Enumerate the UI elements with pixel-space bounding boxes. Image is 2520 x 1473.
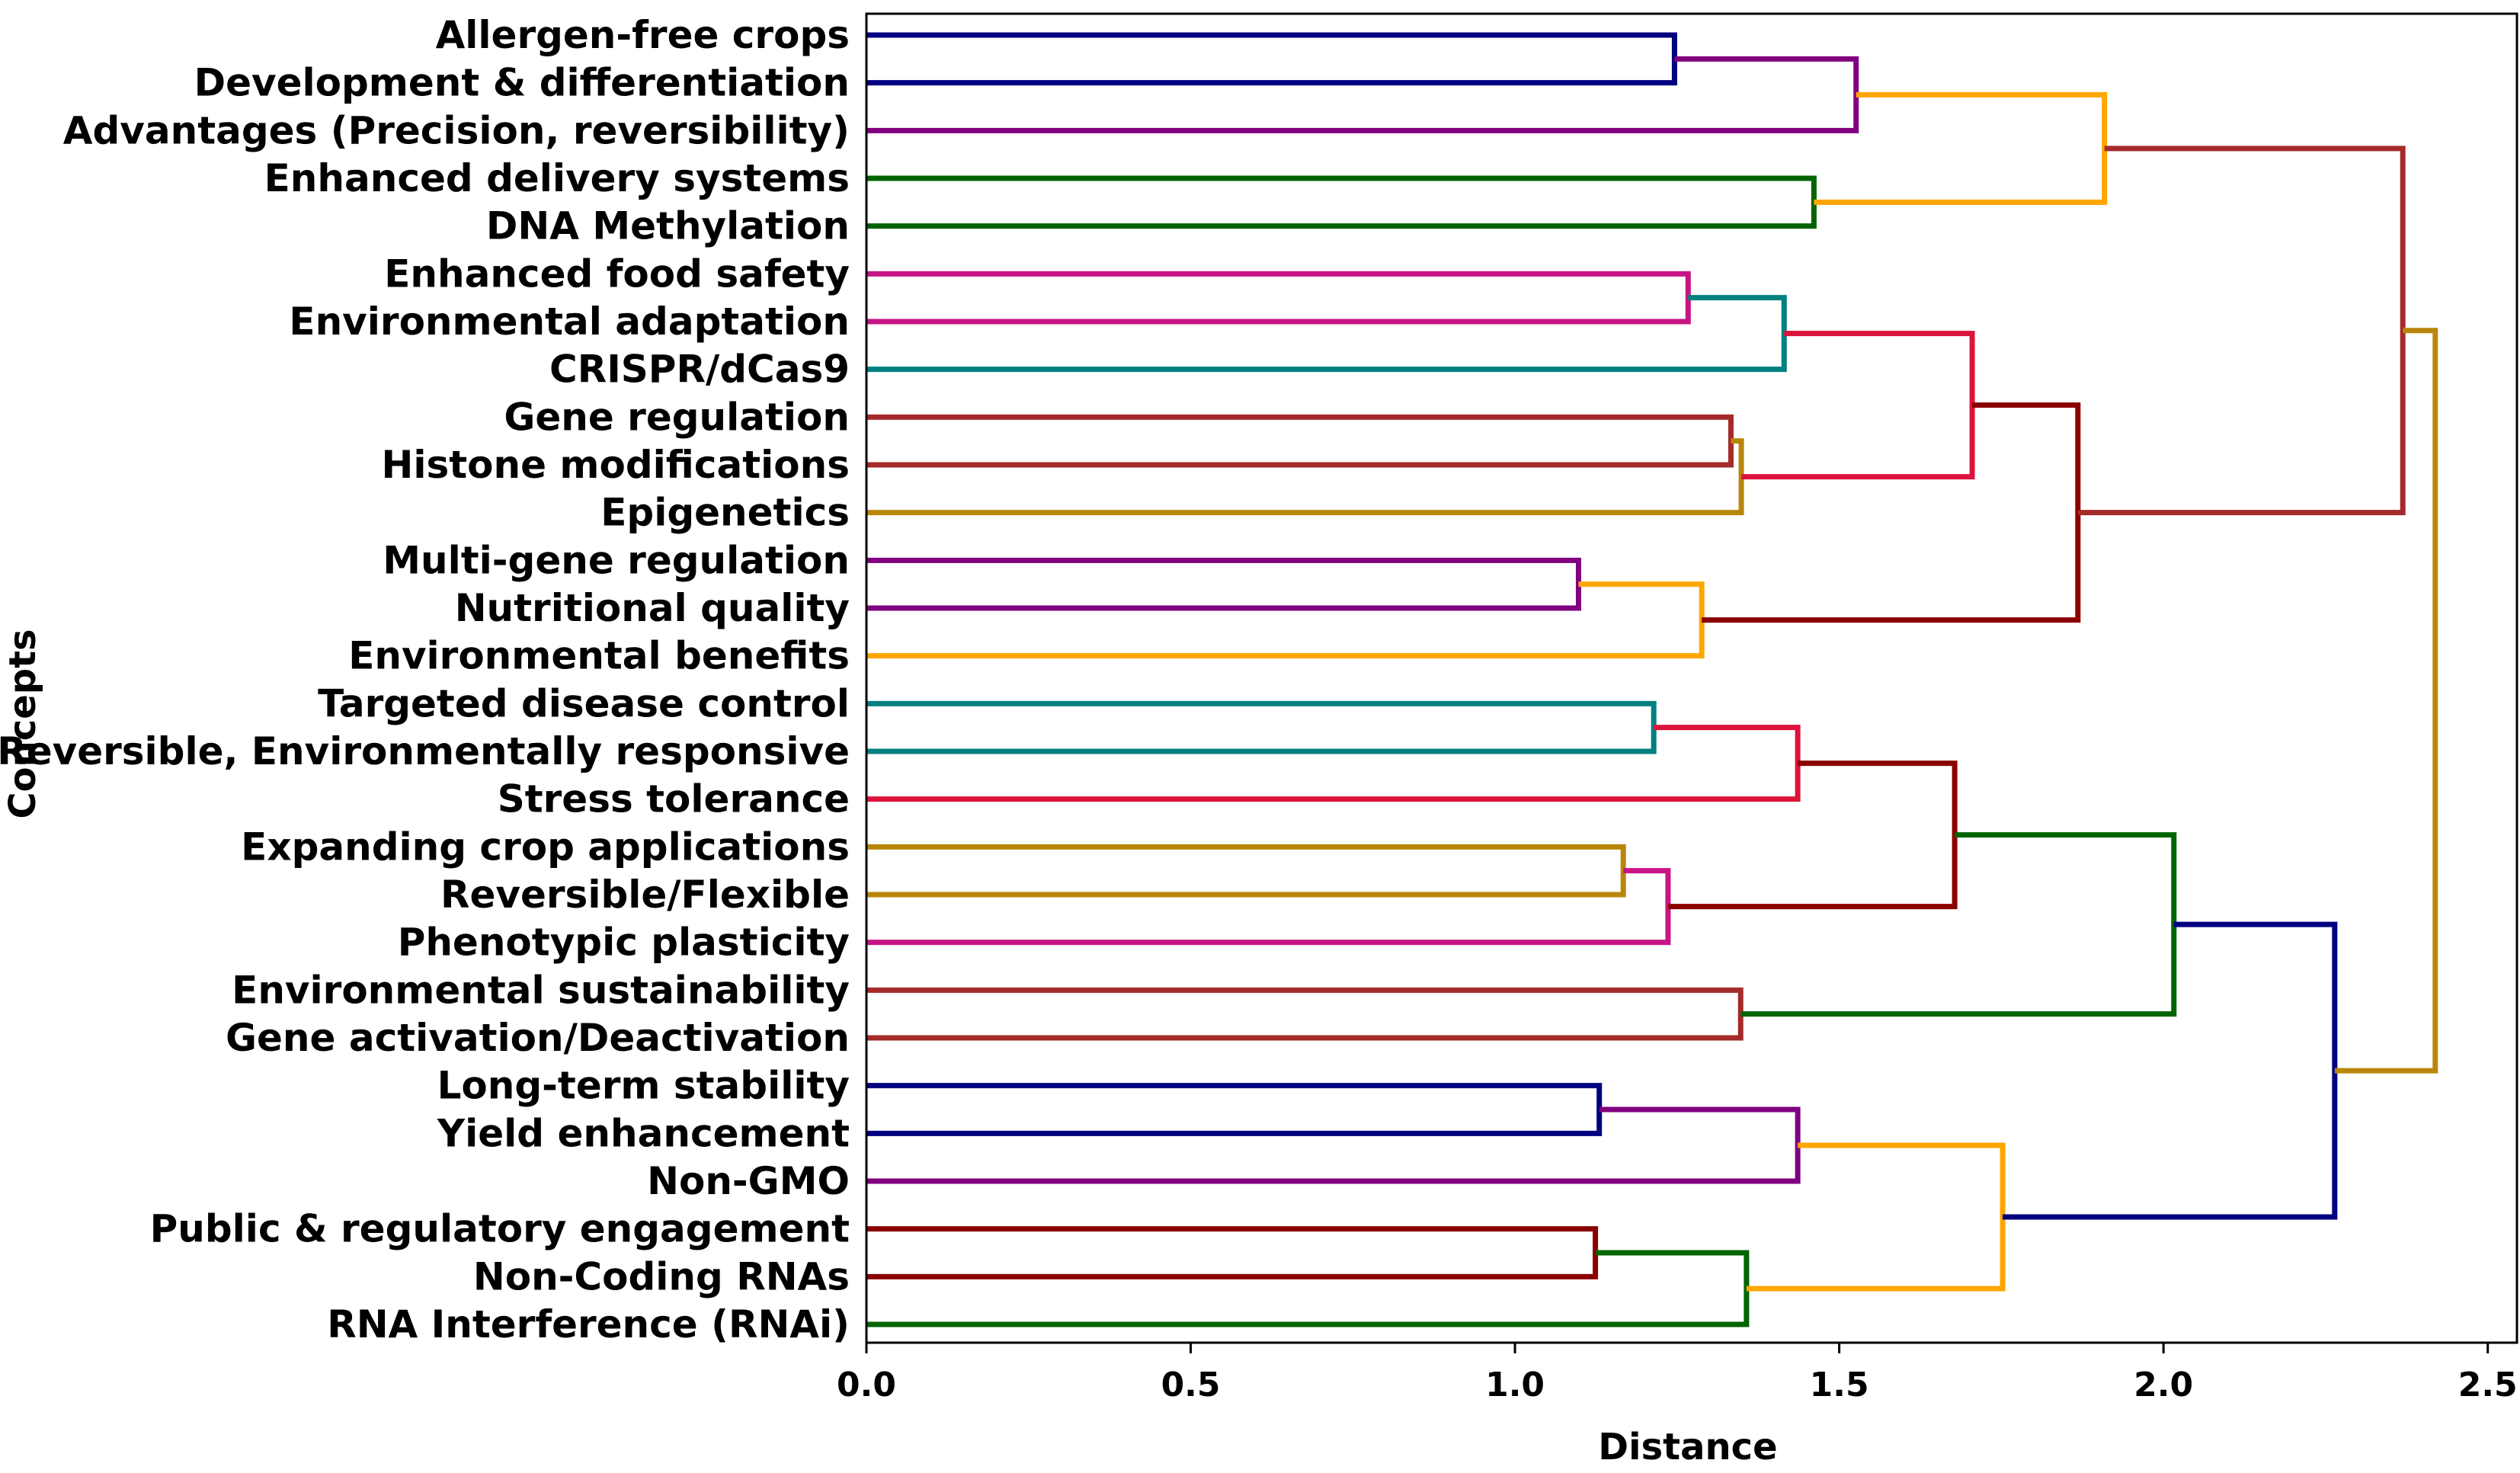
dendrogram-link-s (866, 987, 1744, 1041)
dendrogram-link-root (2334, 328, 2438, 1074)
x-tick-label: 0.0 (837, 1366, 896, 1404)
dendrogram-link-r (1667, 761, 1958, 910)
leaf-label: Stress tolerance (498, 777, 850, 821)
dendrogram-links (866, 32, 2438, 1327)
dendrogram-link-c (866, 175, 1817, 229)
x-axis-title: Distance (1598, 1426, 1777, 1468)
leaf-label: RNA Interference (RNAi) (327, 1302, 850, 1347)
leaf-label: Phenotypic plasticity (398, 921, 850, 965)
leaf-label: Reversible, Environmentally responsive (0, 729, 850, 773)
leaf-label: Histone modifications (382, 443, 850, 487)
x-axis-ticks: 0.0 0.5 1.0 1.5 2.0 2.5 (837, 1343, 2518, 1404)
leaf-label: Public & regulatory engagement (150, 1207, 850, 1251)
dendrogram-link-e (866, 271, 1691, 325)
dendrogram-link-b (866, 56, 1859, 133)
leaf-label: Development & differentiation (194, 61, 850, 105)
dendrogram-link-h (866, 438, 1744, 516)
plot-frame (865, 12, 2518, 1344)
dendrogram-link-l (1702, 402, 2081, 623)
dendrogram-link-a (866, 32, 1677, 86)
y-axis-title: Concepts (2, 629, 44, 818)
leaf-label: Nutritional quality (455, 586, 850, 630)
dendrogram-link-q (866, 868, 1671, 946)
leaf-label: Reversible/Flexible (440, 873, 850, 917)
leaf-label: Allergen-free crops (436, 13, 850, 57)
dendrogram-link-n (866, 700, 1657, 754)
dendrogram-link-v (866, 1106, 1801, 1184)
leaf-label: Gene activation/Deactivation (226, 1016, 850, 1060)
leaf-label: Yield enhancement (437, 1111, 850, 1155)
leaf-label: Environmental benefits (348, 634, 850, 678)
leaf-label: Environmental sustainability (232, 968, 850, 1012)
leaf-label: Enhanced delivery systems (264, 156, 850, 200)
x-tick-label: 2.0 (2134, 1366, 2193, 1404)
dendrogram-link-p (866, 844, 1626, 898)
leaf-label: Advantages (Precision, reversibility) (63, 108, 850, 152)
leaf-label: DNA Methylation (486, 204, 850, 248)
x-tick-label: 1.0 (1485, 1366, 1545, 1404)
leaf-label: Expanding crop applications (241, 825, 850, 869)
leaf-label: Long-term stability (437, 1064, 850, 1108)
dendrogram-link-m (2077, 146, 2406, 516)
x-tick-label: 2.5 (2458, 1366, 2518, 1404)
x-tick-label: 0.5 (1161, 1366, 1221, 1404)
leaf-label: Targeted disease control (318, 681, 850, 725)
dendrogram-link-j (866, 557, 1581, 611)
dendrogram-link-y (1746, 1142, 2006, 1292)
dendrogram-link-u (866, 1083, 1603, 1136)
dendrogram-link-k (866, 581, 1705, 659)
leaf-label: Multi-gene regulation (383, 538, 850, 582)
dendrogram-link-x (866, 1250, 1750, 1327)
leaf-label: Non-GMO (647, 1159, 850, 1203)
leaf-label: Environmental adaptation (289, 299, 850, 344)
dendrogram-link-w (866, 1226, 1599, 1279)
dendrogram-link-d (1814, 91, 2108, 205)
leaf-label: CRISPR/dCas9 (549, 347, 850, 392)
leaf-label: Enhanced food safety (384, 251, 850, 296)
leaf-label: Gene regulation (504, 395, 850, 439)
x-tick-label: 1.5 (1810, 1366, 1869, 1404)
dendrogram-link-f (866, 295, 1787, 373)
dendrogram-link-o (866, 725, 1801, 802)
leaf-label: Non-Coding RNAs (473, 1254, 850, 1298)
dendrogram-link-g (866, 414, 1734, 468)
dendrogram-link-z (2003, 921, 2338, 1220)
dendrogram-link-i (1741, 331, 1975, 480)
leaf-label: Epigenetics (600, 491, 850, 535)
